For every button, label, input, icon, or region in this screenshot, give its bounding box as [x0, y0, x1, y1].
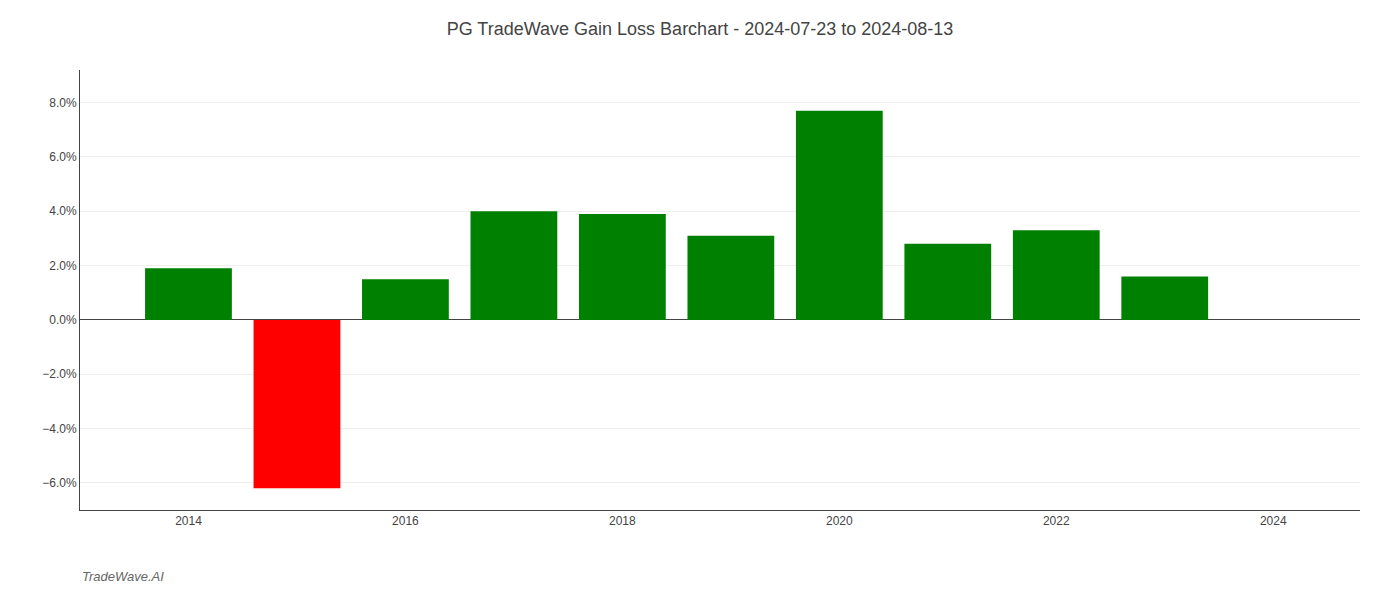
svg-text:2016: 2016: [392, 514, 419, 528]
svg-text:2020: 2020: [826, 514, 853, 528]
svg-text:2022: 2022: [1043, 514, 1070, 528]
svg-text:4.0%: 4.0%: [49, 204, 77, 218]
svg-text:0.0%: 0.0%: [49, 313, 77, 327]
svg-text:PG TradeWave Gain Loss Barchar: PG TradeWave Gain Loss Barchart - 2024-0…: [447, 19, 954, 39]
svg-text:−6.0%: −6.0%: [42, 476, 77, 490]
svg-text:2024: 2024: [1260, 514, 1287, 528]
svg-text:−2.0%: −2.0%: [42, 367, 77, 381]
svg-text:2014: 2014: [175, 514, 202, 528]
svg-text:TradeWave.AI: TradeWave.AI: [82, 569, 164, 584]
svg-text:8.0%: 8.0%: [49, 96, 77, 110]
svg-text:6.0%: 6.0%: [49, 150, 77, 164]
svg-text:−4.0%: −4.0%: [42, 422, 77, 436]
svg-text:2018: 2018: [609, 514, 636, 528]
svg-text:2.0%: 2.0%: [49, 259, 77, 273]
